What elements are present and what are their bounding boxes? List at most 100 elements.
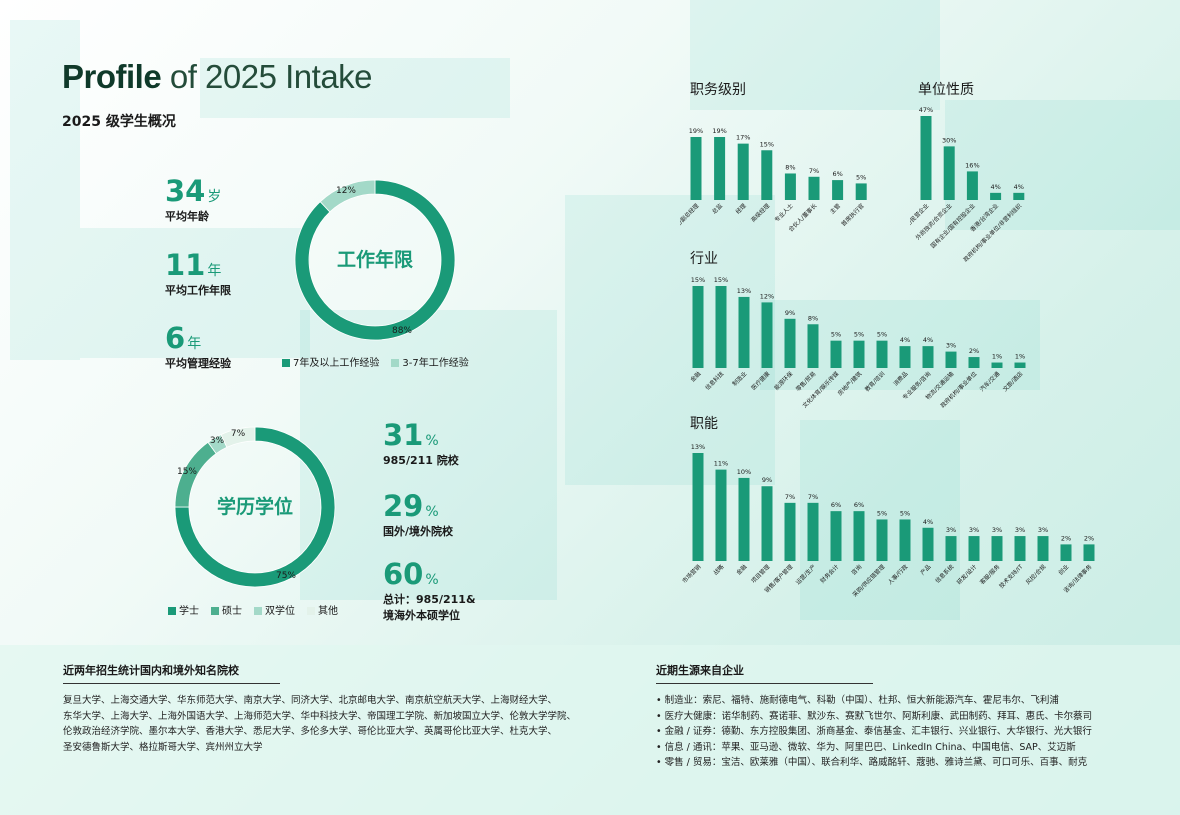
companies-line: • 零售 / 贸易：宝洁、欧莱雅（中国）、联合利华、路威酩轩、蔻驰、雅诗兰黛、可… <box>656 757 1088 768</box>
bar <box>784 173 796 200</box>
stat-unit: 年 <box>207 263 222 279</box>
bar-chart-job-level: 19%总经理/副总经理19%总监17%经理15%高级经理8%专业人士7%合伙人/… <box>680 127 867 238</box>
bar <box>1060 544 1072 561</box>
bar <box>807 502 819 561</box>
bar-value-label: 4% <box>923 518 933 526</box>
bar-value-label: 9% <box>785 309 795 317</box>
bar-value-label: 3% <box>946 526 956 534</box>
bar-category-label: 运营/生产 <box>794 563 818 587</box>
stat-label: 境海外本硕学位 <box>383 609 460 622</box>
donut-slice <box>220 426 256 448</box>
bar <box>853 511 865 561</box>
bar <box>761 486 773 561</box>
bar-category-label: 零售/贸易 <box>794 370 818 394</box>
bar <box>920 116 932 200</box>
stat-unit: 岁 <box>207 189 222 205</box>
donut-center-label: 学历学位 <box>217 495 293 518</box>
bar-chart-industry: 15% 金融 15% 信息科技 13% 制造业 12% 医疗健康 9% 能源环保 8% 零售/贸易 5%… <box>689 276 1026 410</box>
bar <box>1037 536 1049 561</box>
bar-value-label: 4% <box>1014 183 1024 191</box>
bar-value-label: 10% <box>737 468 751 476</box>
bar <box>876 340 888 368</box>
bar-value-label: 9% <box>762 476 772 484</box>
chart-title-industry: 行业 <box>690 251 718 267</box>
donut-slice-label: 7% <box>231 429 246 439</box>
donut-slice-label: 15% <box>177 467 197 477</box>
bar-category-label: 信息系统 <box>933 563 955 585</box>
bar <box>738 296 750 368</box>
bar-value-label: 2% <box>969 347 979 355</box>
legend-swatch <box>211 607 219 615</box>
bar <box>738 477 750 561</box>
bar <box>876 519 888 561</box>
bar-value-label: 5% <box>877 331 887 339</box>
chart-title-function: 职能 <box>690 416 718 432</box>
bar <box>899 346 911 368</box>
bar <box>990 192 1002 200</box>
legend-swatch <box>282 359 290 367</box>
bar-value-label: 5% <box>854 331 864 339</box>
stat-value: 29 <box>383 489 424 523</box>
bar-category-label: 能源环保 <box>772 370 794 392</box>
stat-label: 985/211 院校 <box>383 454 459 467</box>
bar-value-label: 12% <box>760 292 774 300</box>
bar <box>715 469 727 561</box>
bar-category-label: 产品 <box>919 563 933 577</box>
bar-value-label: 7% <box>809 167 819 175</box>
bar-category-label: 创业 <box>1057 563 1071 577</box>
bar-value-label: 5% <box>831 331 841 339</box>
bar-value-label: 1% <box>1015 353 1025 361</box>
bar-value-label: 6% <box>831 501 841 509</box>
donut-slice <box>294 179 456 341</box>
stat-value: 11 <box>165 248 206 282</box>
stat-value: 31 <box>383 418 424 452</box>
bar-value-label: 30% <box>942 136 956 144</box>
donut-slice-label: 75% <box>276 571 296 581</box>
bar-category-label: 主管 <box>828 202 842 216</box>
legend-work-years: 7年及以上工作经验 3-7年工作经验 <box>282 354 469 369</box>
stat-label: 总计：985/211& <box>383 593 476 606</box>
bar <box>714 137 726 200</box>
bar-value-label: 7% <box>808 493 818 501</box>
bar <box>899 519 911 561</box>
companies-line: • 制造业：索尼、福特、施耐德电气、科勒（中国）、杜邦、恒大新能源汽车、霍尼韦尔… <box>656 695 1059 706</box>
legend-item: 双学位 <box>254 602 295 617</box>
bar-value-label: 8% <box>785 163 795 171</box>
legend-item: 7年及以上工作经验 <box>282 354 379 369</box>
bar-category-label: 文旅/酒店 <box>1001 370 1025 394</box>
bar-category-label: 国有企业/国有控股企业 <box>929 202 977 250</box>
bar <box>945 536 957 561</box>
bar-value-label: 13% <box>737 287 751 295</box>
footer-band <box>0 645 1180 815</box>
bar-category-label: 金融 <box>689 370 703 384</box>
bar <box>922 346 934 368</box>
donut-slice <box>174 426 336 588</box>
legend-swatch <box>391 359 400 367</box>
bar <box>945 351 957 368</box>
bar-category-label: 信息科技 <box>703 370 725 392</box>
chart-title-org-type: 单位性质 <box>918 82 974 98</box>
legend-label: 双学位 <box>265 606 295 617</box>
bar-value-label: 47% <box>919 106 933 114</box>
page-subtitle: 2025 级学生概况 <box>62 114 176 130</box>
bar-category-label: 总经理/副总经理 <box>680 202 701 238</box>
bar-category-label: 消费品 <box>891 370 909 388</box>
donut-chart-work-years: 88% 12% 工作年限 <box>294 179 456 341</box>
bar-value-label: 17% <box>736 134 750 142</box>
bar-value-label: 4% <box>990 183 1000 191</box>
bar-value-label: 15% <box>714 276 728 284</box>
legend-item: 硕士 <box>211 602 242 617</box>
bar <box>692 453 704 561</box>
bar <box>692 286 704 368</box>
schools-list: 复旦大学、上海交通大学、华东师范大学、南京大学、同济大学、北京邮电大学、南京航空… <box>63 693 583 755</box>
schools-heading: 近两年招生统计国内和境外知名院校 <box>63 664 239 677</box>
bar <box>807 324 819 368</box>
bar-category-label: 风控/合规 <box>1024 563 1048 587</box>
bar <box>832 180 844 200</box>
bar-value-label: 4% <box>900 336 910 344</box>
bar-value-label: 2% <box>1061 534 1071 542</box>
bar <box>1014 362 1026 368</box>
bar-category-label: 首席执行官 <box>839 202 865 228</box>
bar <box>855 183 867 200</box>
